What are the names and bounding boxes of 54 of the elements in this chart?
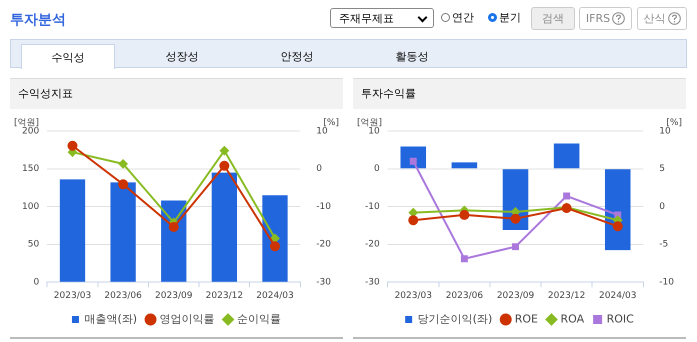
x-tick-label: 2024/03 (599, 290, 636, 301)
chart-title: 수익성지표 (10, 79, 343, 109)
text: 수익성 (21, 44, 115, 69)
y2-tick-label: 0 (316, 164, 322, 174)
y-tick-label: 50 (28, 240, 40, 250)
text: 분기 (499, 10, 521, 25)
text: 활동성 (394, 48, 430, 64)
text: IFRS (586, 12, 610, 25)
legend-label: 당기순이익(좌) (418, 312, 492, 326)
x-tick-label: 2023/06 (446, 290, 484, 301)
x-tick-label: 2023/09 (155, 290, 193, 301)
legend-label: 영업이익률 (160, 312, 215, 326)
text: 안정성 (280, 48, 314, 64)
text: 검색 (542, 11, 564, 26)
legend-label: 매출액(좌) (84, 312, 138, 326)
legend-label: ROE (514, 312, 538, 326)
y2-axis-title: [%] (323, 118, 339, 128)
y2-tick-label: 10 (659, 126, 672, 136)
text: 성장성 (164, 48, 200, 64)
y-tick-label: 0 (33, 278, 40, 288)
x-tick-label: 2023/03 (54, 290, 92, 301)
chart-title: 투자수익률 (353, 79, 686, 109)
y-tick-label: -10 (364, 202, 380, 212)
y2-tick-label: -10 (659, 278, 674, 288)
x-tick-label: 2023/03 (394, 290, 432, 301)
y2-tick-label: -10 (316, 202, 332, 212)
y2-tick-label: -5 (659, 240, 668, 250)
y2-tick-label: 5 (659, 164, 666, 174)
y2-tick-label: -20 (316, 240, 332, 250)
text: 연간 (452, 10, 474, 25)
y-tick-label: 0 (374, 164, 380, 174)
x-tick-label: 2023/09 (496, 290, 534, 301)
x-tick-label: 2023/06 (104, 290, 142, 301)
legend-label: ROA (560, 312, 585, 326)
y2-tick-label: 0 (659, 202, 666, 212)
y2-tick-label: -30 (316, 278, 332, 288)
legend-label: ROIC (606, 312, 634, 326)
y-tick-label: -30 (364, 278, 380, 288)
y-tick-label: 100 (22, 202, 40, 212)
y-axis-title: [억원] (14, 118, 40, 128)
x-tick-label: 2024/03 (256, 290, 294, 301)
legend-label: 순이익률 (237, 312, 282, 326)
text: 투자분석 (10, 11, 66, 29)
y-tick-label: 200 (22, 126, 40, 136)
x-tick-label: 2023/12 (548, 290, 586, 301)
y-tick-label: -20 (364, 240, 380, 250)
y-tick-label: 150 (22, 164, 40, 174)
text: 주재무제표 (330, 8, 434, 28)
y-tick-label: 10 (368, 126, 380, 136)
text: 산식 (644, 11, 666, 26)
x-tick-label: 2023/12 (206, 290, 244, 301)
y-axis-title: [억원] (357, 118, 382, 128)
y2-axis-title: [%] (666, 118, 682, 128)
y2-tick-label: 10 (316, 126, 328, 136)
